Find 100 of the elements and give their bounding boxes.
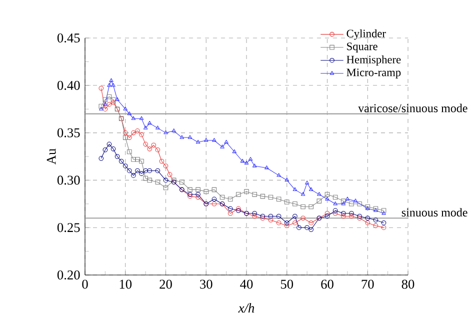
point xyxy=(212,196,217,202)
point xyxy=(308,187,314,192)
point xyxy=(163,164,168,168)
point xyxy=(106,102,112,107)
point xyxy=(373,218,378,222)
point xyxy=(349,210,354,216)
point xyxy=(252,214,257,219)
point xyxy=(264,165,269,170)
point xyxy=(102,147,108,152)
point xyxy=(131,116,136,120)
point xyxy=(304,180,310,184)
point xyxy=(188,135,192,139)
point xyxy=(102,106,108,112)
point xyxy=(180,135,184,139)
point xyxy=(252,210,257,216)
point xyxy=(155,168,160,174)
point xyxy=(228,210,233,216)
point xyxy=(155,147,160,152)
x-tick-label: 50 xyxy=(280,280,294,289)
point xyxy=(268,214,274,219)
y-tick-label: 0.35 xyxy=(57,128,80,138)
point xyxy=(292,220,298,226)
point xyxy=(357,201,362,206)
point xyxy=(127,168,132,174)
point xyxy=(232,149,237,154)
point xyxy=(260,194,266,199)
point xyxy=(212,187,217,192)
point xyxy=(167,172,172,177)
point xyxy=(332,208,338,213)
point xyxy=(212,201,217,206)
point xyxy=(349,201,354,206)
point xyxy=(292,187,298,192)
point xyxy=(292,201,298,206)
point xyxy=(332,210,338,216)
point xyxy=(284,178,289,182)
point xyxy=(341,214,346,219)
point xyxy=(107,83,112,87)
point xyxy=(296,225,302,230)
point xyxy=(127,111,132,116)
point xyxy=(106,94,112,100)
ref-line-label: varicose/sinuous mode xyxy=(358,104,468,112)
point xyxy=(139,171,144,176)
point xyxy=(276,220,282,226)
point xyxy=(139,132,144,138)
point xyxy=(196,140,200,144)
legend-label: Cylinder xyxy=(346,29,386,40)
point xyxy=(147,146,152,152)
point xyxy=(109,78,114,82)
point xyxy=(244,189,249,194)
point xyxy=(103,102,108,106)
point xyxy=(284,200,290,204)
point xyxy=(228,196,233,202)
point xyxy=(163,178,168,183)
point xyxy=(151,142,156,148)
point xyxy=(308,220,314,226)
point xyxy=(341,198,346,204)
point xyxy=(164,130,168,134)
point xyxy=(333,201,338,206)
point xyxy=(196,194,200,200)
y-tick-label: 0.30 xyxy=(57,176,80,185)
point xyxy=(316,198,322,204)
point xyxy=(143,126,148,130)
point xyxy=(204,138,208,142)
legend-label: Micro-ramp xyxy=(346,68,401,79)
point xyxy=(131,156,136,162)
point xyxy=(300,204,306,210)
point xyxy=(139,116,144,120)
point xyxy=(122,130,128,136)
point xyxy=(111,83,116,87)
point xyxy=(353,198,358,202)
point xyxy=(127,135,132,140)
point xyxy=(276,214,282,219)
point xyxy=(110,97,116,102)
point xyxy=(300,216,306,221)
point xyxy=(224,140,228,144)
point xyxy=(300,192,306,196)
point xyxy=(308,227,314,232)
x-axis-title: x/h xyxy=(238,303,254,313)
point xyxy=(276,196,282,202)
point xyxy=(156,126,160,130)
point xyxy=(122,164,128,168)
point xyxy=(110,100,116,105)
y-tick-label: 0.20 xyxy=(57,270,80,280)
y-tick-label: 0.25 xyxy=(57,223,80,232)
point xyxy=(131,173,136,178)
point xyxy=(180,180,184,184)
point xyxy=(373,223,378,228)
point xyxy=(110,146,116,152)
point xyxy=(240,158,245,163)
point xyxy=(220,194,225,200)
point xyxy=(268,194,274,200)
point xyxy=(147,120,152,125)
point xyxy=(155,180,160,184)
point xyxy=(248,156,253,161)
point xyxy=(106,142,112,147)
point xyxy=(304,225,310,230)
y-tick-label: 0.45 xyxy=(57,33,80,43)
point xyxy=(147,168,152,174)
point xyxy=(118,158,124,164)
legend-label: Hemisphere xyxy=(346,55,401,66)
